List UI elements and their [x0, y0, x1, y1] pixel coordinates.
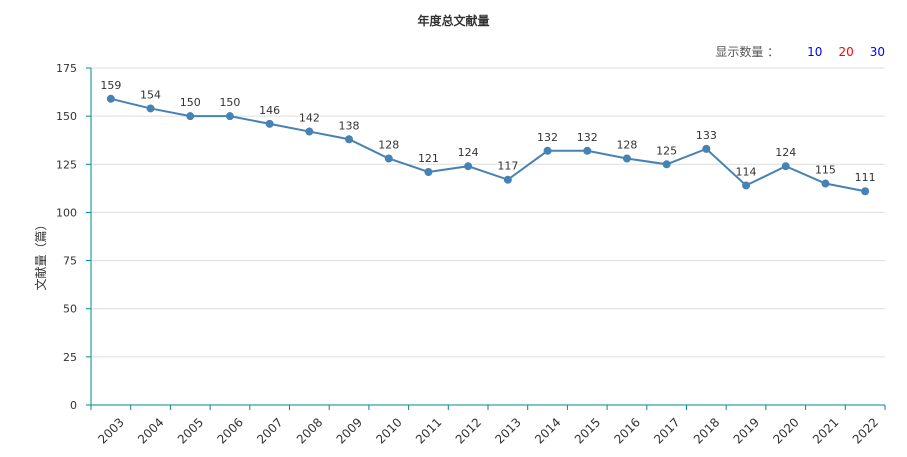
data-label: 132 — [537, 131, 558, 144]
display-count-option-20[interactable]: 20 — [838, 44, 854, 59]
display-count-option-10[interactable]: 10 — [807, 44, 823, 59]
y-tick-label: 100 — [56, 206, 77, 219]
y-tick-label: 150 — [56, 110, 77, 123]
x-tick-label: 2017 — [651, 415, 682, 446]
axes — [90, 68, 885, 406]
data-label: 132 — [577, 131, 598, 144]
x-tick-label: 2007 — [254, 415, 285, 446]
x-tick-label: 2005 — [175, 415, 206, 446]
x-tick-label: 2022 — [850, 415, 881, 446]
data-point — [702, 144, 711, 153]
data-point — [464, 162, 473, 171]
data-label: 125 — [656, 144, 677, 157]
x-tick-label: 2013 — [492, 415, 523, 446]
x-tick-label: 2008 — [294, 415, 325, 446]
data-label: 115 — [815, 164, 836, 177]
data-point — [384, 154, 393, 163]
chart-title: 年度总文献量 — [417, 14, 490, 28]
y-axis-ticks: 0 25 50 75 100 125 150 175 — [56, 62, 91, 412]
y-axis-title: 文献量（篇） — [33, 218, 48, 290]
gridlines — [91, 67, 885, 358]
data-point — [861, 187, 870, 196]
data-label: 114 — [736, 165, 757, 178]
data-label: 138 — [339, 119, 360, 132]
y-tick-label: 50 — [63, 303, 77, 316]
data-point — [622, 154, 631, 163]
data-label: 128 — [378, 139, 399, 152]
y-tick-label: 125 — [56, 158, 77, 171]
x-axis-ticks: 2003 2004 2005 2006 2007 2008 2009 2010 2011 2012… — [90, 405, 886, 447]
data-label: 159 — [100, 79, 121, 92]
data-point — [146, 104, 155, 113]
display-count-label: 显示数量 ： — [715, 45, 780, 59]
data-point — [583, 146, 592, 155]
x-tick-label: 2018 — [691, 415, 722, 446]
data-point — [424, 167, 433, 176]
data-point — [106, 94, 115, 103]
x-tick-label: 2016 — [612, 415, 643, 446]
data-point — [662, 160, 671, 169]
data-label: 150 — [180, 96, 201, 109]
data-label: 117 — [497, 160, 518, 173]
y-tick-label: 175 — [56, 62, 77, 75]
x-tick-label: 2011 — [413, 415, 444, 446]
data-point — [345, 135, 354, 144]
data-label: 142 — [299, 112, 320, 125]
x-tick-label: 2014 — [532, 415, 563, 446]
display-count-controls: 显示数量 ： 10 20 30 — [715, 43, 885, 60]
y-tick-label: 0 — [70, 399, 77, 412]
data-point — [265, 119, 274, 128]
x-tick-label: 2019 — [731, 415, 762, 446]
data-label: 133 — [696, 129, 717, 142]
series-line-group — [106, 94, 870, 196]
y-tick-label: 25 — [63, 351, 77, 364]
x-tick-label: 2012 — [453, 415, 484, 446]
display-count-option-30[interactable]: 30 — [869, 44, 885, 59]
data-point — [186, 112, 195, 121]
data-labels: 159 154 150 150 146 142 138 128 121 124 117 132 132 1… — [100, 79, 875, 184]
y-tick-label: 75 — [63, 255, 77, 268]
data-label: 121 — [418, 152, 439, 165]
data-point — [821, 179, 830, 188]
x-tick-label: 2021 — [810, 415, 841, 446]
data-point — [781, 162, 790, 171]
data-label: 128 — [616, 139, 637, 152]
data-label: 111 — [855, 171, 876, 184]
data-point — [225, 112, 234, 121]
data-label: 154 — [140, 88, 161, 101]
data-label: 124 — [458, 146, 479, 159]
x-tick-label: 2003 — [95, 415, 126, 446]
x-tick-label: 2006 — [215, 415, 246, 446]
data-point — [503, 175, 512, 184]
data-point — [305, 127, 314, 136]
x-tick-label: 2020 — [770, 415, 801, 446]
x-tick-label: 2009 — [334, 415, 365, 446]
x-tick-label: 2015 — [572, 415, 603, 446]
data-point — [543, 146, 552, 155]
data-label: 146 — [259, 104, 280, 117]
data-label: 150 — [219, 96, 240, 109]
x-tick-label: 2004 — [135, 415, 166, 446]
x-tick-label: 2010 — [373, 415, 404, 446]
series-line — [110, 97, 866, 193]
data-point — [742, 181, 751, 190]
data-label: 124 — [775, 146, 796, 159]
